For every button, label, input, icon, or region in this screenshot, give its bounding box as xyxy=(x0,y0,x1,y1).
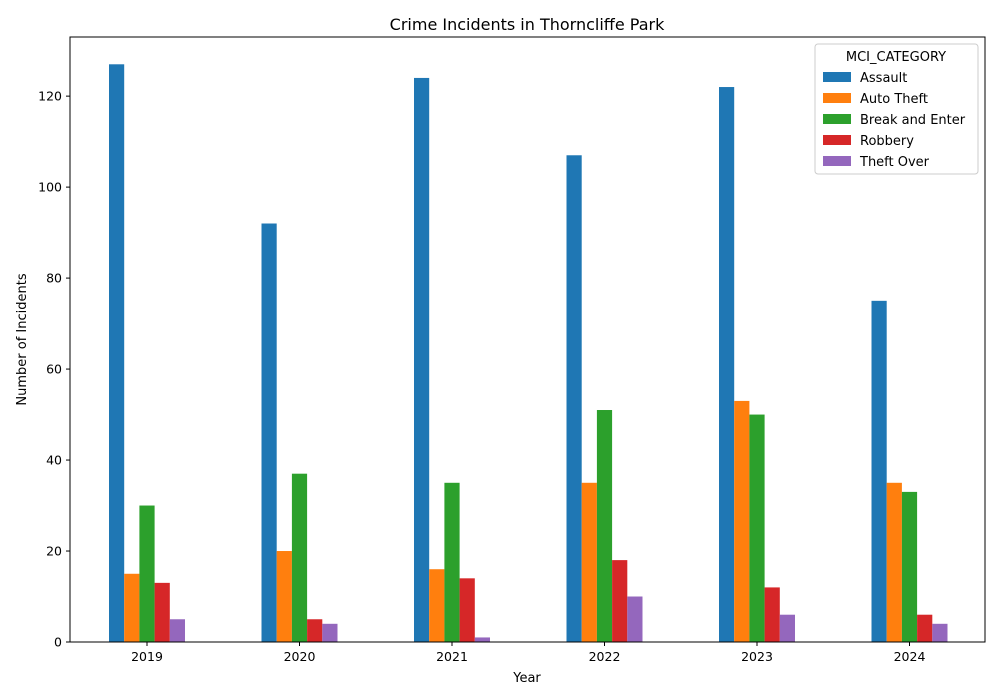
bar-break-and-enter-2023 xyxy=(749,414,765,642)
legend-label: Auto Theft xyxy=(860,92,928,107)
y-tick-label: 100 xyxy=(38,180,62,195)
bar-break-and-enter-2022 xyxy=(596,410,613,642)
bar-assault-2019 xyxy=(109,64,125,643)
plot-frame xyxy=(69,36,986,643)
bar-assault-2020 xyxy=(261,223,277,642)
legend-title: MCI_CATEGORY xyxy=(846,50,946,65)
y-axis-ticks: 0 20 40 60 80 100 120 xyxy=(38,89,70,650)
x-tick-label: 2023 xyxy=(741,649,773,664)
y-tick-label: 40 xyxy=(46,453,62,468)
legend-label: Theft Over xyxy=(859,155,930,170)
bar-robbery-2021 xyxy=(459,578,475,642)
bar-robbery-2022 xyxy=(612,560,628,642)
bar-break-and-enter-2021 xyxy=(444,482,460,642)
legend-swatch xyxy=(823,135,851,145)
bar-theft-over-2019 xyxy=(169,619,185,642)
legend-label: Break and Enter xyxy=(860,113,966,128)
bar-theft-over-2021 xyxy=(474,637,490,642)
legend-box xyxy=(814,43,979,175)
x-tick-label: 2024 xyxy=(894,649,926,664)
bar-auto-theft-2021 xyxy=(429,569,445,642)
x-axis-ticks: 2019 2020 2021 2022 2023 2024 xyxy=(131,642,925,664)
x-tick-label: 2022 xyxy=(589,649,621,664)
legend-items: Assault Auto Theft Break and Enter Robbery T… xyxy=(823,71,966,170)
x-tick-label: 2021 xyxy=(436,649,468,664)
bar-theft-over-2020 xyxy=(322,623,338,642)
bar-robbery-2019 xyxy=(154,582,170,642)
y-tick-label: 80 xyxy=(46,271,62,286)
legend-swatch xyxy=(823,156,851,166)
x-tick-label: 2020 xyxy=(284,649,316,664)
x-tick-label: 2019 xyxy=(131,649,163,664)
bar-theft-over-2022 xyxy=(627,596,643,642)
bar-assault-2024 xyxy=(871,300,887,642)
bar-assault-2023 xyxy=(719,87,735,643)
bar-robbery-2020 xyxy=(307,619,323,642)
bar-assault-2021 xyxy=(414,77,430,642)
y-axis-label: Number of Incidents xyxy=(15,273,30,405)
bar-auto-theft-2022 xyxy=(581,482,597,642)
bar-break-and-enter-2019 xyxy=(139,505,155,642)
y-tick-label: 60 xyxy=(46,362,62,377)
bar-robbery-2023 xyxy=(764,587,780,642)
bars-group xyxy=(109,64,948,643)
bar-theft-over-2023 xyxy=(779,614,795,642)
legend-swatch xyxy=(823,93,851,103)
bar-break-and-enter-2020 xyxy=(291,473,308,642)
y-tick-label: 0 xyxy=(54,635,62,650)
bar-assault-2022 xyxy=(566,155,582,642)
bar-robbery-2024 xyxy=(917,614,933,642)
bar-theft-over-2024 xyxy=(932,623,948,642)
legend-swatch xyxy=(823,72,851,82)
legend-swatch xyxy=(823,114,851,124)
bar-auto-theft-2020 xyxy=(276,551,292,642)
chart-title: Crime Incidents in Thorncliffe Park xyxy=(390,15,665,34)
x-axis-label: Year xyxy=(512,671,541,686)
bar-auto-theft-2019 xyxy=(124,573,140,642)
bar-auto-theft-2023 xyxy=(734,400,750,642)
y-tick-label: 20 xyxy=(46,544,62,559)
legend-label: Robbery xyxy=(860,134,914,149)
bar-break-and-enter-2024 xyxy=(901,491,918,642)
bar-auto-theft-2024 xyxy=(886,482,902,642)
legend-label: Assault xyxy=(860,71,907,86)
legend: MCI_CATEGORY Assault Auto Theft Break and … xyxy=(814,43,979,175)
y-tick-label: 120 xyxy=(38,89,62,104)
